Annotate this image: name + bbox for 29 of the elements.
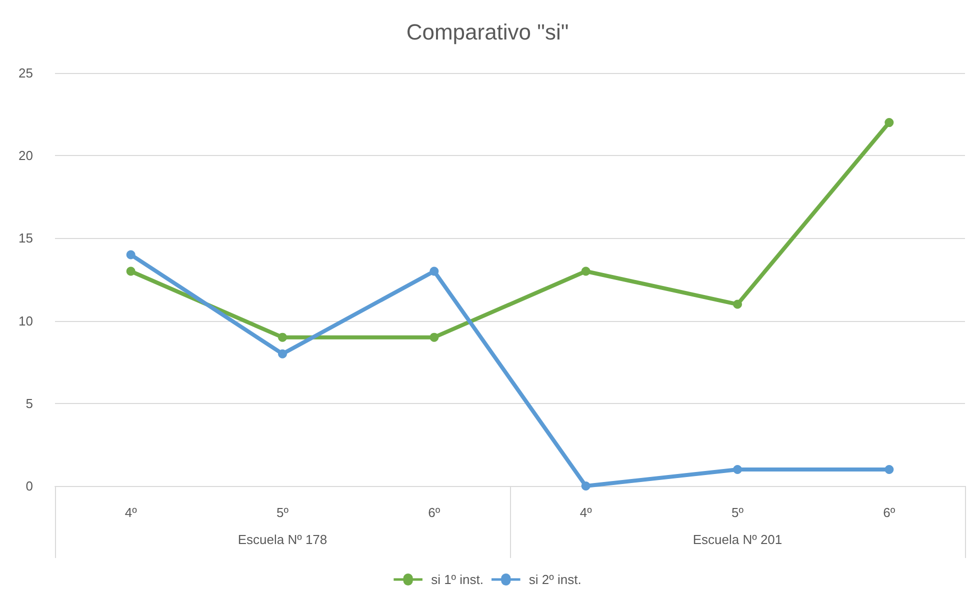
x-tick-label: 5º bbox=[276, 505, 289, 520]
point bbox=[581, 266, 590, 276]
point bbox=[733, 300, 742, 309]
y-tick-label: 15 bbox=[18, 230, 33, 246]
point bbox=[278, 349, 287, 358]
x-tick-label: 6º bbox=[883, 505, 896, 520]
point bbox=[430, 332, 439, 342]
x-tick-label: 6º bbox=[428, 505, 440, 520]
point bbox=[884, 464, 894, 474]
point bbox=[126, 266, 136, 276]
point bbox=[733, 464, 742, 474]
legend-label: si 2º inst. bbox=[528, 572, 582, 587]
point bbox=[581, 482, 590, 490]
point bbox=[278, 332, 287, 342]
text: Escuela Nº 178 bbox=[238, 532, 328, 547]
y-tick-label: 25 bbox=[18, 66, 33, 80]
x-tick-label: 5º bbox=[732, 505, 744, 520]
x-tick-label: 4º bbox=[124, 505, 138, 520]
chart-title: Comparativo "si" bbox=[406, 20, 569, 44]
y-tick-label: 0 bbox=[26, 478, 33, 494]
y-tick-label: 20 bbox=[18, 148, 33, 164]
point bbox=[126, 250, 136, 260]
point bbox=[430, 266, 439, 276]
y-tick-label: 10 bbox=[18, 313, 33, 328]
text: Escuela Nº 201 bbox=[692, 532, 782, 547]
legend-label: si 1º inst. bbox=[431, 572, 484, 587]
x-tick-label: 4º bbox=[580, 505, 592, 520]
y-tick-label: 5 bbox=[26, 396, 33, 411]
point bbox=[884, 118, 894, 128]
